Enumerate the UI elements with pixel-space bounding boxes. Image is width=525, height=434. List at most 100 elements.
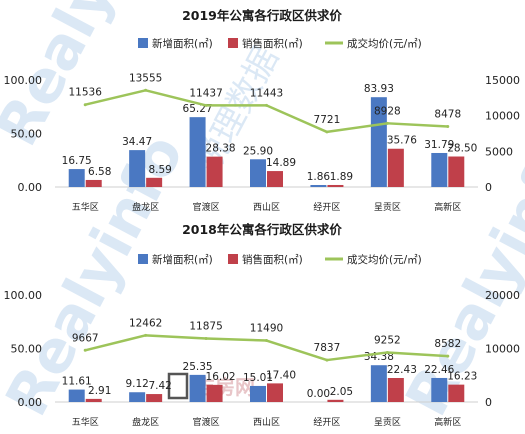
avg-price-point: [325, 358, 329, 362]
y-left-tick-label: 100.00: [4, 289, 43, 302]
line-value-label: 8478: [434, 109, 461, 121]
bar-new-area: [370, 97, 387, 187]
line-value-label: 11443: [250, 87, 283, 99]
avg-price-point: [265, 339, 268, 343]
avg-price-point: [83, 348, 87, 352]
chart-title: 2018年公寓各行政区供求价: [182, 222, 342, 237]
line-value-label: 8582: [434, 338, 461, 350]
y-left-tick-label: 50.00: [11, 343, 43, 356]
avg-price-point: [325, 130, 329, 134]
y-right-tick-label: 0: [485, 396, 492, 409]
bar-value-label: 15.01: [243, 372, 273, 384]
category-label: 五华区: [72, 416, 99, 428]
category-label: 呈贡区: [374, 417, 401, 428]
legend-label: 成交均价(元/㎡): [347, 253, 422, 266]
avg-price-point: [446, 125, 450, 129]
bar-value-label: 25.90: [243, 145, 273, 157]
category-label: 西山区: [253, 202, 280, 213]
legend-label: 新增面积(㎡): [152, 253, 213, 266]
bar-sold-area: [146, 394, 163, 402]
bar-value-label: 28.50: [447, 143, 477, 155]
bar-sold-area: [327, 184, 344, 187]
bar-value-label: 25.35: [183, 361, 213, 373]
bar-sold-area: [267, 383, 283, 402]
category-label: 高新区: [434, 201, 461, 213]
category-label: 盘龙区: [132, 201, 159, 213]
avg-price-point: [204, 103, 208, 107]
bar-new-area: [250, 159, 266, 187]
line-value-label: 11536: [69, 87, 103, 99]
bar-value-label: 0.00: [307, 388, 330, 400]
avg-price-point: [204, 336, 208, 340]
line-value-label: 13555: [129, 72, 162, 84]
bar-new-area: [431, 377, 448, 402]
bar-value-label: 2.91: [88, 385, 111, 397]
avg-price-point: [144, 88, 148, 92]
bar-value-label: 1.89: [330, 171, 353, 183]
bar-value-label: 11.61: [62, 376, 92, 388]
bar-sold-area: [448, 384, 465, 402]
chart-title: 2019年公寓各行政区供求价: [182, 8, 342, 23]
bar-value-label: 22.43: [387, 364, 417, 376]
y-right-tick-label: 20000: [485, 289, 520, 302]
bar-value-label: 34.47: [122, 136, 152, 148]
bar-sold-area: [387, 377, 404, 402]
line-value-label: 7721: [314, 114, 341, 126]
bar-sold-area: [146, 177, 163, 187]
line-value-label: 11490: [250, 323, 283, 335]
bar-new-area: [250, 385, 266, 402]
category-label: 官渡区: [193, 416, 220, 428]
watermark-logo-icon: [167, 372, 189, 400]
line-value-label: 9667: [72, 332, 99, 344]
legend: 新增面积(㎡) 销售面积(㎡) 成交均价(元/㎡): [138, 37, 422, 50]
bar-value-label: 8.59: [148, 164, 171, 176]
line-value-label: 8928: [374, 105, 401, 117]
bar-value-label: 16.02: [206, 371, 236, 383]
avg-price-point: [265, 103, 268, 107]
legend-swatch-sold-area: [228, 254, 238, 264]
category-label: 五华区: [72, 201, 99, 213]
legend-label: 成交均价(元/㎡): [347, 37, 422, 50]
category-label: 高新区: [434, 416, 461, 428]
legend-label: 新增面积(㎡): [152, 37, 213, 50]
y-left-tick-label: 0.00: [18, 396, 43, 409]
bar-value-label: 22.46: [424, 364, 454, 376]
bar-value-label: 28.38: [206, 143, 236, 155]
line-value-label: 11875: [189, 320, 222, 332]
bar-new-area: [370, 365, 387, 402]
bar-value-label: 16.23: [447, 371, 477, 383]
bar-value-label: 16.75: [62, 155, 92, 167]
y-right-tick-label: 5000: [485, 145, 513, 158]
bar-sold-area: [206, 384, 223, 402]
legend-label: 销售面积(㎡): [242, 253, 303, 266]
bar-value-label: 9.12: [125, 378, 148, 390]
legend-swatch-new-area: [138, 38, 148, 48]
bar-value-label: 6.58: [88, 166, 111, 178]
category-label: 呈贡区: [374, 202, 401, 213]
bar-new-area: [68, 389, 85, 402]
y-left-tick-label: 0.00: [18, 181, 43, 194]
bar-sold-area: [448, 156, 465, 187]
category-label: 西山区: [253, 417, 280, 428]
bar-new-area: [189, 117, 206, 187]
bar-new-area: [310, 185, 327, 187]
line-value-label: 9252: [374, 335, 401, 347]
y-left-tick-label: 50.00: [11, 128, 43, 141]
bar-value-label: 17.40: [266, 369, 296, 381]
bar-value-label: 1.86: [307, 171, 331, 183]
y-right-tick-label: 15000: [485, 74, 520, 87]
bar-sold-area: [206, 156, 223, 187]
bar-value-label: 31.79: [424, 139, 454, 151]
bar-value-label: 83.93: [364, 83, 394, 95]
avg-price-point: [446, 354, 450, 358]
avg-price-point: [144, 333, 148, 337]
bar-sold-area: [327, 399, 344, 402]
bar-new-area: [68, 169, 85, 187]
bar-new-area: [189, 374, 206, 402]
legend-swatch-new-area: [138, 254, 148, 264]
bar-sold-area: [387, 148, 404, 187]
